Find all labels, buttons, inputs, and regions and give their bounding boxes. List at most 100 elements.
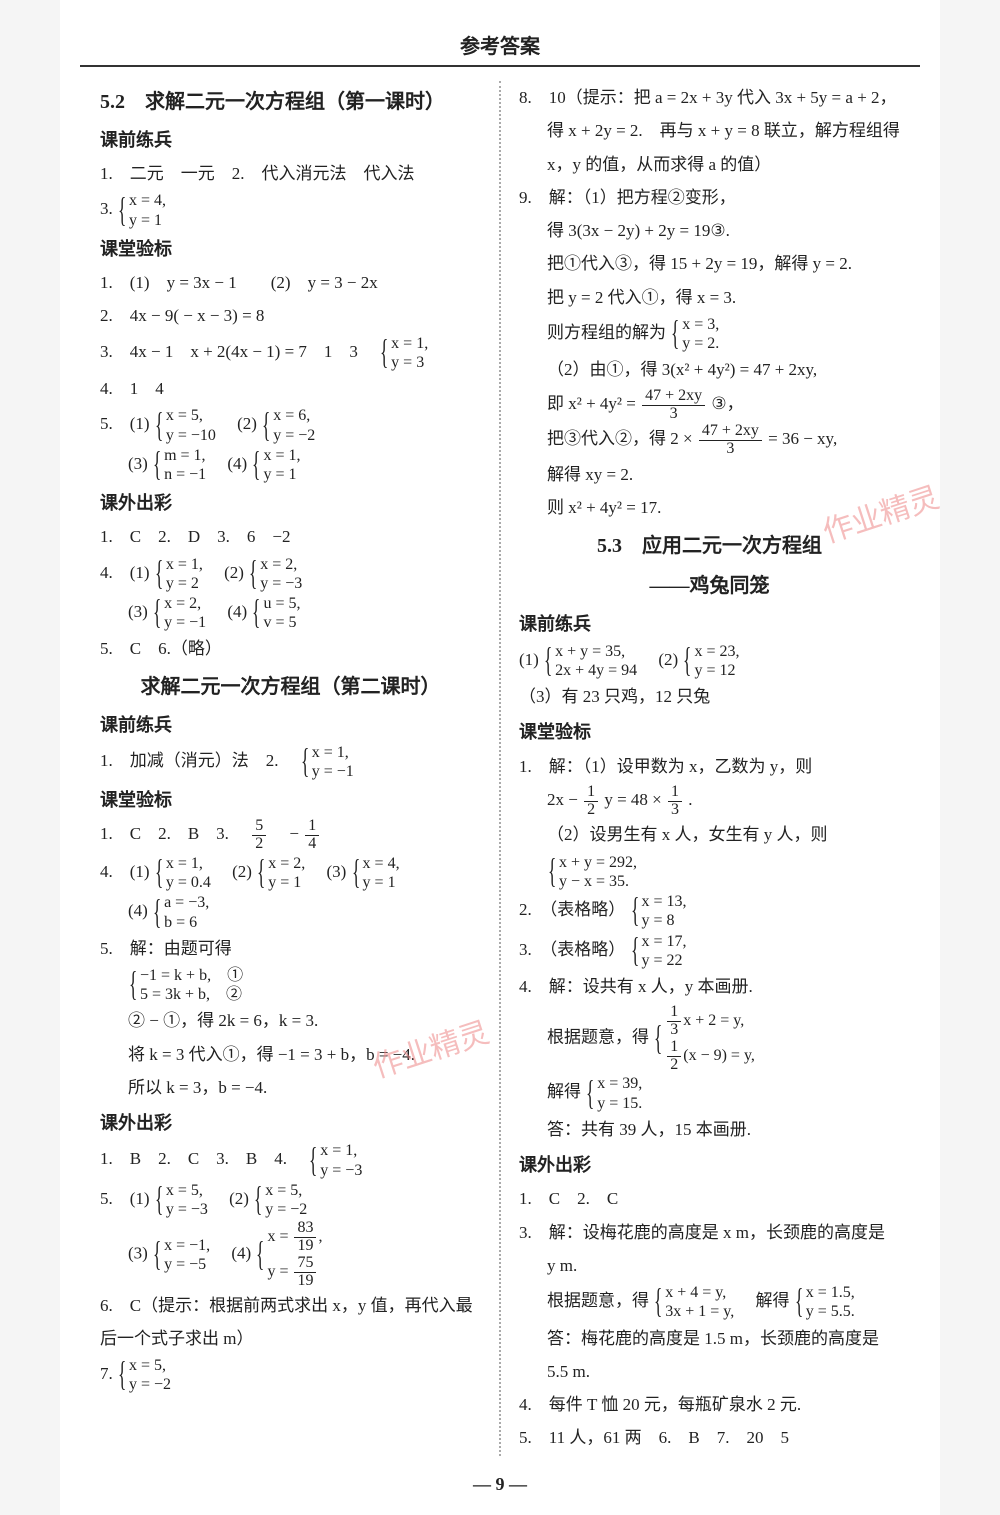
answer-line: 1. C 2. C [519, 1183, 900, 1215]
answer-line: 4. 1 4 [100, 373, 481, 405]
equation-system: x = 1,y = 0.4 [154, 854, 211, 892]
answer-line: 5. C 6.（略） [100, 633, 481, 665]
answer-line: 把③代入②，得 2 × 47 + 2xy3 = 36 − xy, [519, 423, 900, 458]
subhead-kqlb: 课前练兵 [100, 123, 481, 157]
answer-line: −1 = k + b, ①5 = 3k + b, ② [100, 966, 481, 1004]
section-title-5-3a: 5.3 应用二元一次方程组 [519, 527, 900, 565]
equation-system: x = 5,y = −3 [154, 1181, 208, 1219]
answer-line: 根据题意，得 x + 4 = y,3x + 1 = y, 解得 x = 1.5,… [519, 1283, 900, 1321]
fraction: 13 [667, 1004, 681, 1039]
equation-system: x = 8319, y = 7519 [255, 1220, 322, 1289]
column-divider [499, 81, 501, 1456]
answer-line: 3. 解：设梅花鹿的高度是 x m，长颈鹿的高度是 [519, 1217, 900, 1249]
answer-line: 1. (1) y = 3x − 1 (2) y = 3 − 2x [100, 267, 481, 299]
equation-system: u = 5,v = 5 [251, 594, 300, 632]
answer-line: 则 x² + 4y² = 17. [519, 492, 900, 524]
section-title-5-3b: ——鸡兔同笼 [519, 567, 900, 605]
answer-line: ② − ①，得 2k = 6，k = 3. [100, 1005, 481, 1037]
answer-line: 1. B 2. C 3. B 4. x = 1,y = −3 [100, 1141, 481, 1179]
item-label: 3. [100, 200, 113, 219]
answer-line: 得 x + 2y = 2. 再与 x + y = 8 联立，解方程组得 [519, 115, 900, 147]
answer-line: 9. 解：（1）把方程②变形， [519, 182, 900, 214]
answer-line: 得 3(3x − 2y) + 2y = 19③. [519, 215, 900, 247]
fraction: 13 [668, 784, 682, 819]
fraction: 47 + 2xy3 [699, 423, 762, 458]
answer-line: 4. (1) x = 1,y = 2 (2) x = 2,y = −3 [100, 555, 481, 593]
answer-line: 4. (1) x = 1,y = 0.4 (2) x = 2,y = 1 (3)… [100, 854, 481, 892]
answer-line: 5. 11 人，61 两 6. B 7. 20 5 [519, 1422, 900, 1454]
equation-system: x = 1.5,y = 5.5. [794, 1283, 855, 1321]
fraction: 47 + 2xy3 [642, 388, 705, 423]
equation-system: x = 17,y = 22 [630, 932, 687, 970]
equation-system: x = 5,y = −10 [154, 406, 216, 444]
subhead-ktyb: 课堂验标 [100, 232, 481, 266]
answer-line: 4. 每件 T 恤 20 元，每瓶矿泉水 2 元. [519, 1389, 900, 1421]
fraction: 8319 [294, 1220, 316, 1255]
answer-line: 8. 10（提示：把 a = 2x + 3y 代入 3x + 5y = a + … [519, 82, 900, 114]
equation-system: x = 13,y = 8 [630, 892, 687, 930]
answer-line: (1) x + y = 35,2x + 4y = 94 (2) x = 23,y… [519, 642, 900, 680]
subhead-ktyb: 课堂验标 [519, 715, 900, 749]
answer-line: 1. C 2. D 3. 6 −2 [100, 521, 481, 553]
answer-line: 5.5 m. [519, 1356, 900, 1388]
answer-line: (3) x = −1,y = −5 (4) x = 8319, y = 7519 [100, 1220, 481, 1289]
section-title-5-2-1: 5.2 求解二元一次方程组（第一课时） [100, 83, 481, 121]
subhead-kqlb: 课前练兵 [100, 708, 481, 742]
equation-system: 13x + 2 = y, 12(x − 9) = y, [653, 1004, 755, 1073]
fraction: 14 [305, 818, 319, 853]
equation-system: x + y = 292,y − x = 35. [547, 853, 637, 891]
equation-system: x = 2,y = −1 [152, 594, 206, 632]
right-column: 8. 10（提示：把 a = 2x + 3y 代入 3x + 5y = a + … [519, 81, 900, 1456]
fraction: 7519 [294, 1255, 316, 1290]
equation-system: x = 5,y = −2 [253, 1181, 307, 1219]
equation-system: x = 1,y = 1 [251, 446, 300, 484]
answer-line: 2x − 12 y = 48 × 13 . [519, 784, 900, 819]
answer-line: 1. 加减（消元）法 2. x = 1,y = −1 [100, 743, 481, 781]
answer-line: 2. 4x − 9( − x − 3) = 8 [100, 300, 481, 332]
answer-line: 2. （表格略） x = 13,y = 8 [519, 892, 900, 930]
answer-line: 4. 解：设共有 x 人，y 本画册. [519, 971, 900, 1003]
equation-system: x = 23,y = 12 [682, 642, 739, 680]
answer-line: 答：梅花鹿的高度是 1.5 m，长颈鹿的高度是 [519, 1323, 900, 1355]
equation-system: x = 6,y = −2 [261, 406, 315, 444]
answer-line: 3. x = 4, y = 1 [100, 191, 481, 229]
answer-line: (4) a = −3,b = 6 [100, 893, 481, 931]
answer-line: 3. 4x − 1 x + 2(4x − 1) = 7 1 3 x = 1, y… [100, 334, 481, 372]
answer-line: 则方程组的解为 x = 3,y = 2. [519, 315, 900, 353]
equation-system: x = 3,y = 2. [670, 315, 719, 353]
fraction: 52 [252, 818, 266, 853]
answer-line: 1. 解：（1）设甲数为 x，乙数为 y，则 [519, 751, 900, 783]
subhead-kqlb: 课前练兵 [519, 607, 900, 641]
answer-line: 5. 解：由题可得 [100, 933, 481, 965]
answer-line: (3) m = 1,n = −1 (4) x = 1,y = 1 [100, 446, 481, 484]
equation-system: x = 2,y = 1 [256, 854, 305, 892]
equation-system: x = 5,y = −2 [117, 1356, 171, 1394]
answer-line: 把 y = 2 代入①，得 x = 3. [519, 282, 900, 314]
answer-line: x，y 的值，从而求得 a 的值） [519, 149, 900, 181]
answer-page: 参考答案 5.2 求解二元一次方程组（第一课时） 课前练兵 1. 二元 一元 2… [60, 0, 940, 1515]
answer-line: 1. C 2. B 3. 52 − 14 [100, 818, 481, 853]
equation-system: m = 1,n = −1 [152, 446, 206, 484]
content-columns: 5.2 求解二元一次方程组（第一课时） 课前练兵 1. 二元 一元 2. 代入消… [60, 81, 940, 1456]
subhead-kwcc: 课外出彩 [100, 1106, 481, 1140]
answer-line: （2）由①，得 3(x² + 4y²) = 47 + 2xy, [519, 354, 900, 386]
answer-line: 所以 k = 3，b = −4. [100, 1072, 481, 1104]
equation-system: x = 4, y = 1 [117, 191, 166, 229]
answer-line: 将 k = 3 代入①，得 −1 = 3 + b，b = −4. [100, 1039, 481, 1071]
fraction: 12 [584, 784, 598, 819]
fraction: 12 [667, 1039, 681, 1074]
subhead-kwcc: 课外出彩 [519, 1148, 900, 1182]
equation-system: x = 39,y = 15. [585, 1074, 642, 1112]
answer-line: 3. （表格略） x = 17,y = 22 [519, 932, 900, 970]
answer-line: 即 x² + 4y² = 47 + 2xy3 ③， [519, 388, 900, 423]
answer-line: y m. [519, 1250, 900, 1282]
section-title-5-2-2: 求解二元一次方程组（第二课时） [100, 668, 481, 706]
answer-line: x + y = 292,y − x = 35. [519, 853, 900, 891]
equation-system: x = 1, y = 3 [379, 334, 428, 372]
answer-line: 答：共有 39 人，15 本画册. [519, 1114, 900, 1146]
equation-system: x + y = 35,2x + 4y = 94 [543, 642, 637, 680]
answer-line: 5. (1) x = 5,y = −3 (2) x = 5,y = −2 [100, 1181, 481, 1219]
equation-system: x = 1,y = −3 [308, 1141, 362, 1179]
answer-line: （3）有 23 只鸡，12 只兔 [519, 681, 900, 713]
equation-system: x = 4,y = 1 [351, 854, 400, 892]
